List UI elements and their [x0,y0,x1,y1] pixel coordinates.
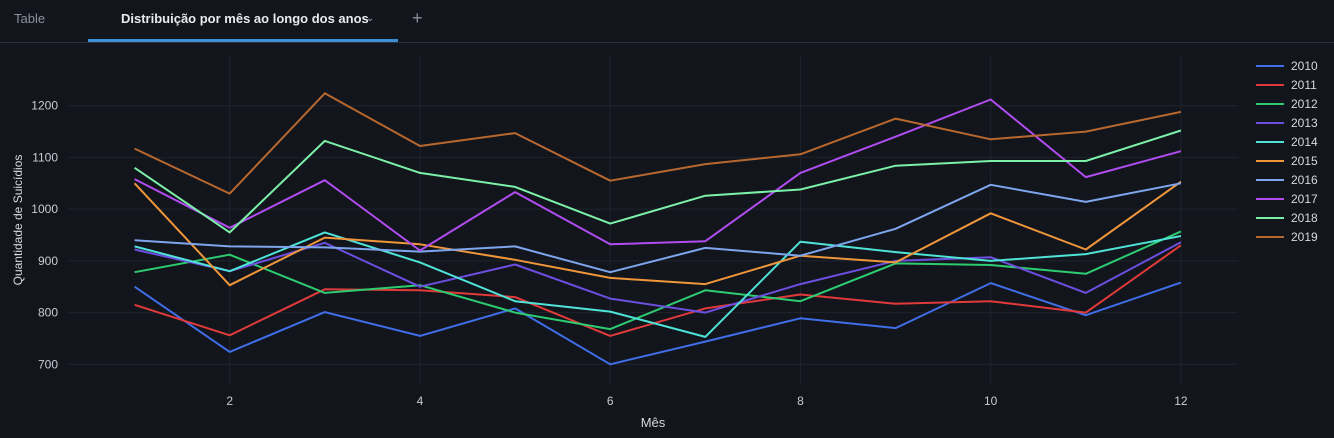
series-line-2016 [134,182,1182,274]
x-tick-label: 12 [1174,394,1188,408]
tab-bar: Table Distribuição por mês ao longo dos … [0,0,1334,43]
legend-label: 2010 [1291,59,1318,73]
series-line-2018 [134,129,1182,234]
legend-label: 2018 [1291,211,1318,225]
add-tab-icon[interactable]: + [412,8,423,28]
series-line-2010 [134,281,1182,366]
y-tick-label: 700 [38,357,58,371]
tab-table[interactable]: Table [14,11,46,26]
x-tick-label: 2 [226,394,233,408]
legend-label: 2016 [1291,173,1318,187]
x-tick-label: 8 [797,394,804,408]
legend-label: 2011 [1291,78,1317,92]
line-chart: 700 800 900 1000 1100 1200 2 4 6 8 10 12 Mês Quantida… [11,55,1318,430]
series-line-2013 [134,241,1182,314]
y-tick-label: 1200 [31,99,58,113]
x-tick-label: 6 [607,394,614,408]
tab-chart[interactable]: Distribuição por mês ao longo dos anos ⌄ [88,0,398,42]
series-line-2015 [133,180,1182,287]
x-tick-label: 10 [984,394,998,408]
y-tick-label: 900 [38,254,58,268]
y-axis-label: Quantidade de Suicídios [11,155,25,286]
tab-chart-label: Distribuição por mês ao longo dos anos [121,11,369,26]
x-tick-label: 4 [417,394,424,408]
legend-label: 2017 [1291,192,1318,206]
legend-label: 2015 [1291,154,1318,168]
chevron-down-icon[interactable]: ⌄ [366,13,375,24]
series-line-2011 [134,244,1182,337]
legend-label: 2013 [1291,116,1318,130]
y-tick-label: 1000 [31,202,58,216]
legend-label: 2012 [1291,97,1318,111]
series-line-2012 [134,230,1182,331]
x-axis-label: Mês [641,415,666,430]
series-line-2017 [134,98,1182,252]
y-tick-label: 1100 [32,150,58,164]
series-line-2014 [134,231,1182,338]
series-line-2019 [134,92,1182,195]
y-tick-label: 800 [38,306,58,320]
legend-label: 2014 [1291,135,1318,149]
legend-label: 2019 [1291,230,1318,244]
